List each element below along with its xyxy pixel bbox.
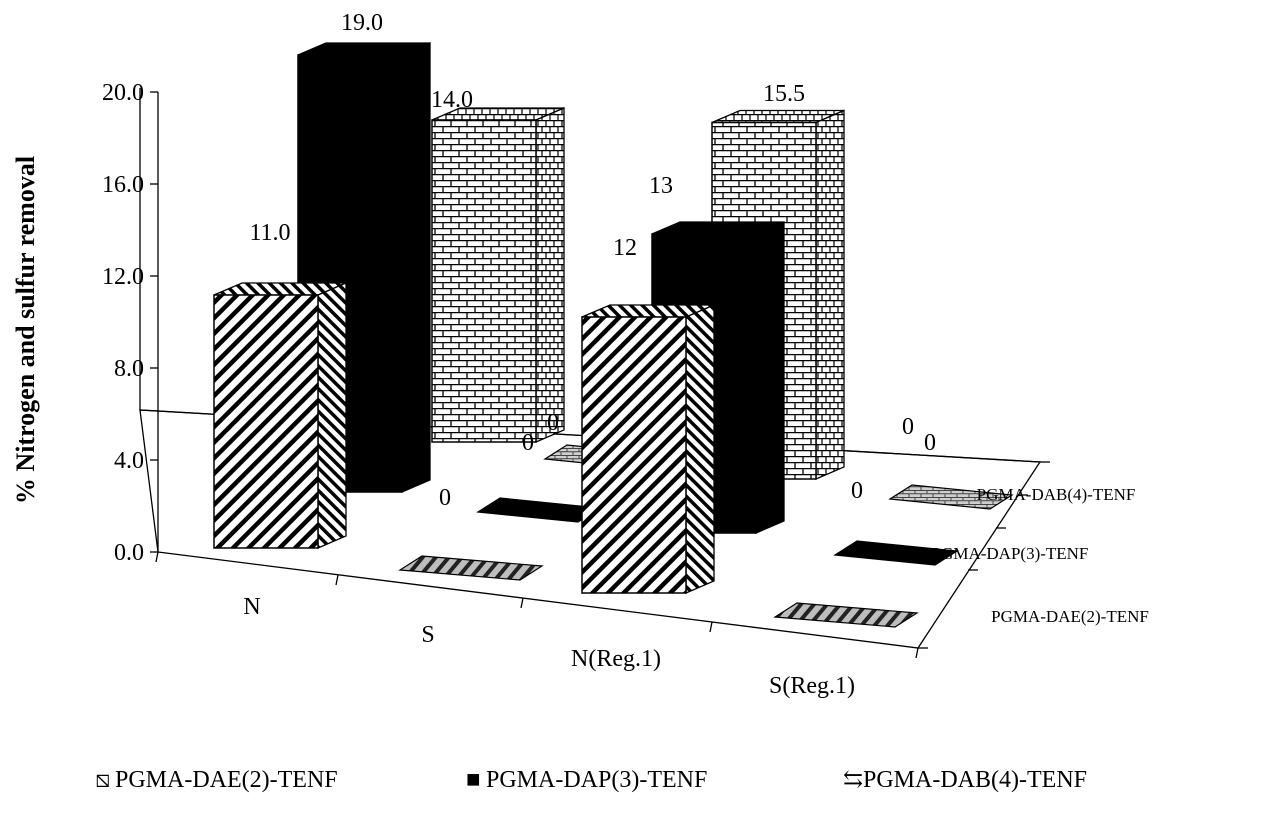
bar-side-face	[815, 109, 845, 480]
data-label: 0	[439, 485, 451, 511]
bar-side-face	[535, 107, 565, 443]
legend-label: PGMA-DAE(2)-TENF	[115, 767, 338, 793]
bar-front-face	[581, 316, 687, 594]
bar-side-face	[685, 304, 715, 594]
category-label: N(Reg.1)	[571, 646, 661, 672]
y-tick-label: 20.0	[102, 80, 144, 106]
bar-PGMA-DAE(2)-TENF-S	[398, 555, 544, 581]
category-tick-mark	[155, 551, 159, 563]
category-tick-mark	[520, 597, 524, 609]
data-label: 19.0	[341, 10, 383, 36]
bar-PGMA-DAP(3)-TENF-S(Reg.1)	[833, 540, 959, 566]
bar-side-face	[755, 221, 785, 534]
legend-swatch: ⇆	[843, 767, 863, 793]
y-tick-label: 8.0	[114, 356, 144, 382]
bar-PGMA-DAE(2)-TENF-S(Reg.1)	[773, 602, 919, 628]
category-tick-mark	[335, 574, 339, 586]
data-label: 0	[522, 430, 534, 456]
category-labels-layer: N S N(Reg.1) S(Reg.1)	[243, 594, 855, 699]
legend-label: PGMA-DAP(3)-TENF	[486, 767, 707, 793]
legend-swatch: ■	[466, 767, 481, 793]
bar-PGMA-DAP(3)-TENF-N	[297, 42, 431, 493]
data-label: 13	[649, 173, 673, 199]
bar-side-face	[401, 42, 431, 493]
bar-PGMA-DAB(4)-TENF-S(Reg.1)	[888, 484, 1014, 510]
bar-zero-plate	[773, 602, 919, 628]
series-axis-labels-layer: PGMA-DAE(2)-TENF PGMA-DAP(3)-TENF PGMA-DAB…	[932, 485, 1149, 626]
data-label: 0	[924, 430, 936, 456]
data-label: 12	[613, 235, 637, 261]
bar-front-face	[297, 54, 403, 493]
y-tick-label: 4.0	[114, 448, 144, 474]
data-label: 0	[902, 414, 914, 440]
data-label: 0	[851, 478, 863, 504]
legend-item: ■ PGMA-DAP(3)-TENF	[466, 767, 707, 793]
data-label: 0	[547, 410, 559, 436]
bars-layer	[213, 42, 1014, 628]
bar-PGMA-DAE(2)-TENF-N	[213, 282, 347, 549]
legend-swatch: ⧅	[95, 767, 110, 793]
legend-item: ⇆ PGMA-DAB(4)-TENF	[843, 767, 1087, 793]
category-tick-mark	[709, 621, 713, 633]
bar-front-face	[213, 294, 319, 549]
y-tick-label: 12.0	[102, 264, 144, 290]
bar-zero-plate	[888, 484, 1014, 510]
category-label: S	[421, 622, 434, 648]
category-axis-ticks	[155, 461, 1050, 659]
data-label: 15.5	[763, 81, 805, 107]
category-label: S(Reg.1)	[769, 673, 855, 699]
bar-zero-plate	[833, 540, 959, 566]
bar-zero-plate	[398, 555, 544, 581]
y-axis-ticks: 0.0 4.0 8.0 12.0 16.0 20.0	[102, 80, 158, 566]
series-axis-label: PGMA-DAP(3)-TENF	[932, 544, 1089, 563]
category-label: N	[243, 594, 260, 620]
bar-PGMA-DAE(2)-TENF-N(Reg.1)	[581, 304, 715, 594]
data-label: 14.0	[431, 87, 473, 113]
series-axis-label: PGMA-DAE(2)-TENF	[991, 607, 1149, 626]
y-tick-label: 0.0	[114, 540, 144, 566]
bar-side-face	[317, 282, 347, 549]
series-axis-label: PGMA-DAB(4)-TENF	[977, 485, 1136, 504]
bar-front-face	[431, 119, 537, 443]
y-tick-label: 16.0	[102, 172, 144, 198]
data-labels-layer: 11.0 0 12 0 19.0 0 13 0 14.0 0 15.5 0	[249, 10, 936, 511]
legend-label: PGMA-DAB(4)-TENF	[863, 767, 1087, 793]
bar-PGMA-DAB(4)-TENF-N	[431, 107, 565, 443]
y-axis-title: % Nitrogen and sulfur removal	[11, 156, 40, 504]
category-tick-mark	[915, 647, 919, 659]
legend-item: ⧅ PGMA-DAE(2)-TENF	[95, 767, 338, 793]
data-label: 11.0	[249, 220, 290, 246]
legend: ⧅ PGMA-DAE(2)-TENF ■ PGMA-DAP(3)-TENF ⇆ PGMA-…	[95, 767, 1087, 793]
